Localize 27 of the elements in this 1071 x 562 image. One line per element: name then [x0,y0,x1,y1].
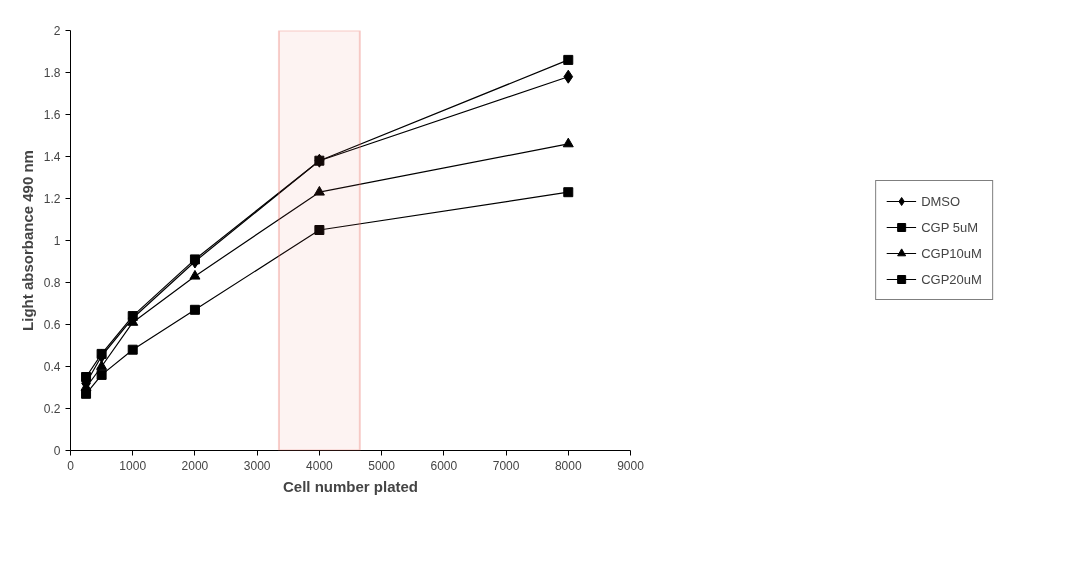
x-tick-label: 1000 [119,458,147,473]
y-tick-label: 1.4 [43,150,61,164]
y-tick-label: 0.8 [43,276,61,290]
y-tick-label: 1 [53,234,61,248]
x-tick-label: 5000 [368,458,396,473]
legend-label: CGP10uM [921,245,982,261]
x-tick-label: 3000 [243,458,271,473]
y-tick-label: 2 [53,24,61,38]
y-tick-label: 1.8 [43,66,61,80]
x-axis-title: Cell number plated [282,477,419,495]
x-tick-label: 7000 [492,458,520,473]
legend-label: CGP 5uM [921,219,978,235]
x-tick-label: 8000 [554,458,582,473]
y-tick-label: 1.2 [43,192,61,206]
y-tick-label: 0.2 [43,402,61,416]
y-tick-label: 0.6 [43,318,61,332]
legend-label: DMSO [921,193,961,209]
y-tick-label: 1.6 [43,108,61,122]
x-tick-label: 9000 [617,458,645,473]
x-tick-label: 0 [67,458,75,473]
x-tick-label: 2000 [181,458,209,473]
legend-label: CGP20uM [921,271,982,287]
y-tick-label: 0.4 [43,360,61,374]
x-tick-label: 4000 [306,458,334,473]
y-axis-title: Light absorbance 490 nm [18,150,36,331]
y-tick-label: 0 [53,444,61,458]
x-tick-label: 6000 [430,458,458,473]
